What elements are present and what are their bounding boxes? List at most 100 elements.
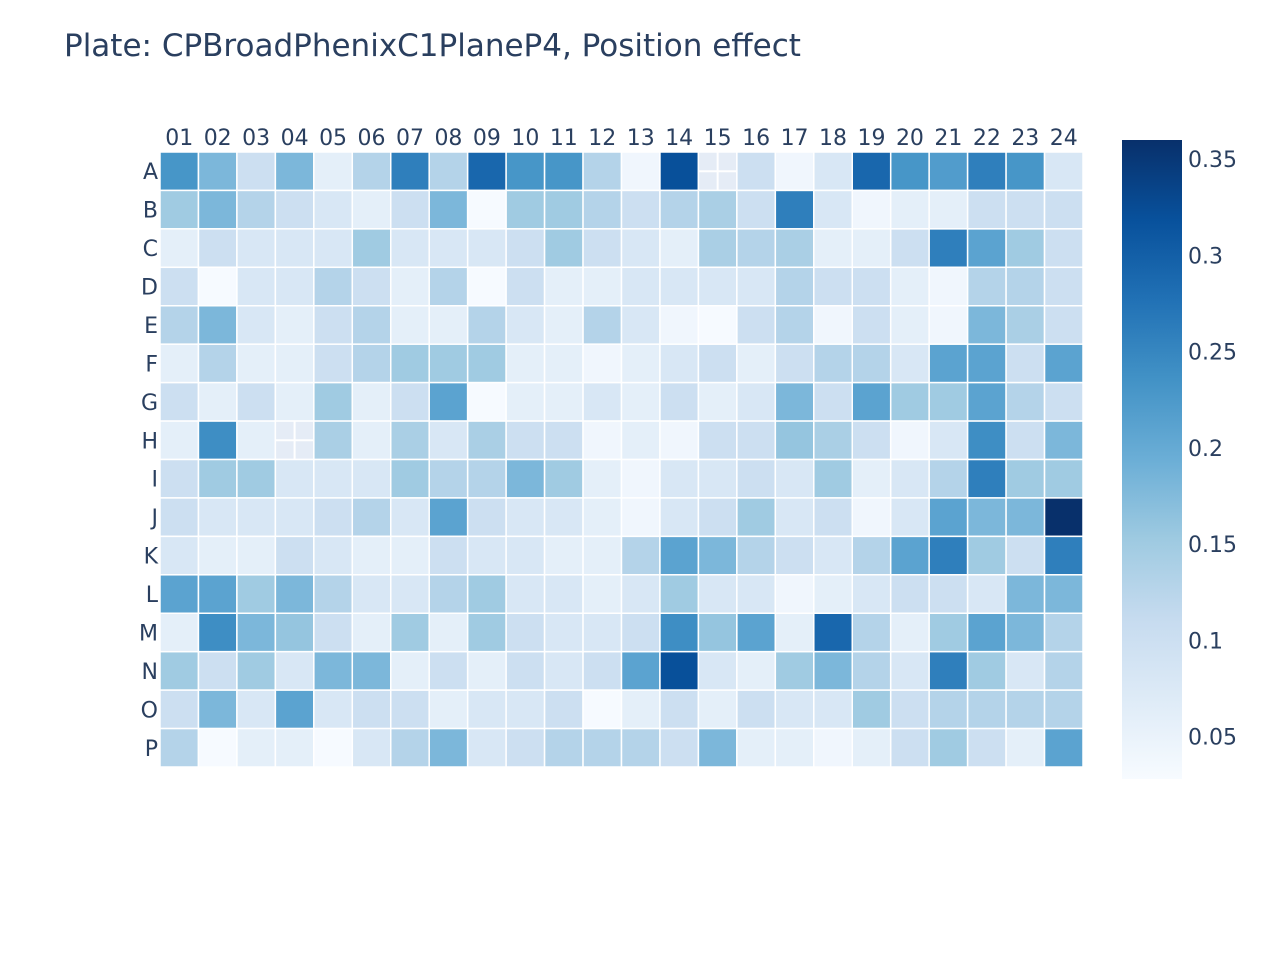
x-tick-label: 17 <box>781 126 809 151</box>
heatmap-cell <box>428 266 469 307</box>
heatmap-cell <box>697 535 738 576</box>
y-tick-label: F <box>145 352 158 377</box>
heatmap-cell <box>313 343 354 384</box>
heatmap-cell <box>236 689 277 730</box>
heatmap-cell <box>620 189 661 230</box>
heatmap-cell <box>428 535 469 576</box>
heatmap-cell <box>274 574 315 614</box>
heatmap-cell <box>313 650 354 691</box>
heatmap-cell <box>1005 535 1046 576</box>
heatmap-cell <box>197 612 238 653</box>
heatmap-cell <box>197 305 238 345</box>
heatmap-cell <box>659 189 700 230</box>
heatmap-cell <box>159 650 200 691</box>
heatmap-cell <box>351 189 392 230</box>
heatmap-cell <box>582 228 623 269</box>
heatmap-cell <box>236 535 277 576</box>
heatmap-cell <box>466 650 507 691</box>
heatmap-cell <box>351 497 392 538</box>
heatmap-cell <box>313 420 354 461</box>
x-tick-label: 14 <box>665 126 693 151</box>
y-tick-label: I <box>152 468 159 493</box>
heatmap-cell <box>1043 535 1084 576</box>
heatmap-cell <box>813 497 854 538</box>
heatmap-cell <box>659 151 700 192</box>
heatmap-cell <box>466 266 507 307</box>
heatmap-cell <box>813 189 854 230</box>
heatmap-cell <box>1005 343 1046 384</box>
heatmap-cell <box>928 228 969 269</box>
heatmap-cell <box>889 381 930 422</box>
heatmap-cell <box>543 420 584 461</box>
heatmap-cell <box>774 535 815 576</box>
heatmap-cell <box>390 650 430 691</box>
heatmap-cell <box>736 266 777 307</box>
heatmap-cell <box>697 305 738 345</box>
heatmap-cell <box>274 727 315 768</box>
heatmap-cell <box>813 574 854 614</box>
heatmap-cell <box>274 189 315 230</box>
heatmap-cell <box>390 612 430 653</box>
heatmap-cell <box>159 574 200 614</box>
heatmap-cell <box>851 228 892 269</box>
heatmap-cell <box>966 228 1007 269</box>
heatmap-cell <box>620 612 661 653</box>
heatmap-cell <box>736 612 777 653</box>
heatmap-cell <box>351 727 392 768</box>
heatmap-cell <box>697 497 738 538</box>
heatmap-cell <box>620 420 661 461</box>
heatmap-cell <box>774 497 815 538</box>
heatmap-cell <box>390 689 430 730</box>
heatmap-cell <box>928 151 969 192</box>
heatmap-cell <box>774 189 815 230</box>
heatmap-cell <box>1005 189 1046 230</box>
heatmap-cell <box>620 228 661 269</box>
heatmap-cell <box>582 189 623 230</box>
heatmap-cell <box>851 689 892 730</box>
x-axis-ticks: 01 02 03 04 05 06 07 08 09 10 11 12 13 14 15 16 17 18 19 20… <box>165 126 1078 151</box>
x-tick-label: 04 <box>281 126 309 151</box>
heatmap-cell <box>1005 650 1046 691</box>
heatmap-cell <box>428 343 469 384</box>
heatmap-cell <box>543 458 584 499</box>
heatmap-cell <box>813 228 854 269</box>
x-tick-label: 23 <box>1011 126 1039 151</box>
heatmap-cell <box>313 189 354 230</box>
heatmap-cell <box>159 727 200 768</box>
heatmap-cell <box>428 727 469 768</box>
heatmap-cell <box>851 727 892 768</box>
x-tick-label: 21 <box>934 126 962 151</box>
heatmap-cell <box>697 266 738 307</box>
heatmap-cell <box>236 650 277 691</box>
heatmap-cell <box>736 420 777 461</box>
colorbar-tick-label: 0.25 <box>1188 341 1237 366</box>
heatmap-cell <box>197 689 238 730</box>
heatmap-cell <box>197 266 238 307</box>
heatmap-cell <box>966 458 1007 499</box>
heatmap-cell <box>351 458 392 499</box>
heatmap-cell <box>736 343 777 384</box>
colorbar-tick-label: 0.2 <box>1188 437 1223 462</box>
heatmap-cell <box>851 650 892 691</box>
heatmap-cell <box>774 381 815 422</box>
heatmap-cell <box>813 612 854 653</box>
heatmap-cell <box>851 420 892 461</box>
heatmap-cell <box>736 689 777 730</box>
heatmap-cell <box>428 151 469 192</box>
heatmap-cell <box>659 574 700 614</box>
heatmap-cell <box>813 727 854 768</box>
heatmap-cell <box>543 612 584 653</box>
heatmap-cell <box>697 420 738 461</box>
heatmap-cell <box>351 343 392 384</box>
x-tick-label: 12 <box>588 126 616 151</box>
chart-title: Plate: CPBroadPhenixC1PlaneP4, Position … <box>64 28 801 64</box>
heatmap-cell <box>197 381 238 422</box>
heatmap-cell <box>197 535 238 576</box>
heatmap-cell <box>966 266 1007 307</box>
heatmap-cell <box>351 650 392 691</box>
heatmap-cell <box>390 458 430 499</box>
heatmap-cell <box>928 650 969 691</box>
heatmap-cell <box>236 343 277 384</box>
heatmap-cell <box>889 420 930 461</box>
heatmap-cell <box>313 535 354 576</box>
